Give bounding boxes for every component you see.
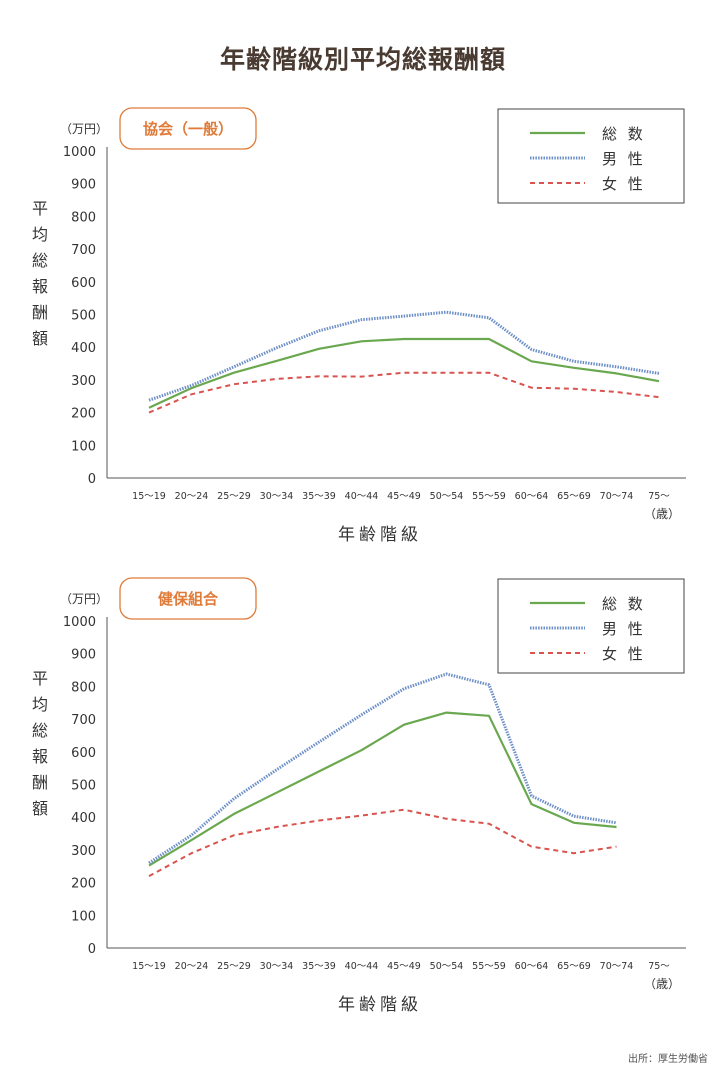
y-unit-label: （万円）	[60, 122, 108, 136]
y-tick-label: 600	[71, 276, 96, 291]
y-axis-title-char: 平	[32, 669, 48, 688]
page-title: 年齢階級別平均総報酬額	[219, 45, 506, 74]
y-tick-label: 500	[71, 779, 96, 794]
x-tick-label: 20～24	[175, 491, 209, 502]
y-axis-title-char: 額	[32, 329, 48, 348]
y-axis-title-char: 均	[32, 225, 48, 244]
y-tick-label: 400	[71, 341, 96, 356]
x-axis-title: 年齢階級	[338, 525, 422, 545]
y-tick-label: 300	[71, 374, 96, 389]
y-tick-label: 500	[71, 309, 96, 324]
y-tick-label: 200	[71, 877, 96, 892]
x-tick-label: 65～69	[557, 491, 591, 502]
legend-label: 男 性	[602, 620, 646, 638]
x-axis-title: 年齢階級	[338, 995, 422, 1015]
x-tick-label: 75～	[648, 491, 670, 502]
x-tick-label: 50～54	[430, 961, 464, 972]
x-unit-label: （歳）	[644, 977, 680, 991]
x-tick-label: 25～29	[217, 961, 251, 972]
chart-kenpo: （万円） 0 100 200 300 400 500 600 700 800 900 1000 15～1…	[32, 577, 686, 1015]
y-tick-label: 100	[71, 909, 96, 924]
y-tick-label: 900	[71, 648, 96, 663]
y-tick-label: 1000	[63, 145, 96, 160]
y-tick-label: 900	[71, 178, 96, 193]
x-tick-label: 50～54	[430, 491, 464, 502]
x-tick-label: 55～59	[472, 961, 506, 972]
y-tick-label: 800	[71, 680, 96, 695]
x-tick-label: 60～64	[515, 491, 549, 502]
y-tick-label: 0	[88, 942, 96, 957]
y-axis-title-char: 額	[32, 799, 48, 818]
x-tick-label: 15～19	[132, 961, 166, 972]
badge-label: 協会（一般）	[143, 120, 233, 138]
x-tick-label: 40～44	[345, 491, 379, 502]
y-axis-title-char: 総	[32, 721, 48, 740]
chart-kyokai: （万円） 0 100 200 300 400 500 600 700 800 900 1000 15～1…	[32, 107, 686, 545]
x-tick-label: 65～69	[557, 961, 591, 972]
x-tick-label: 25～29	[217, 491, 251, 502]
y-axis-title: 平均総報酬額	[32, 199, 48, 348]
series-line-male	[148, 310, 660, 402]
y-tick-label: 200	[71, 407, 96, 422]
x-tick-label: 35～39	[302, 961, 336, 972]
x-tick-label: 15～19	[132, 491, 166, 502]
y-axis-title-char: 報	[32, 277, 48, 296]
x-tick-label: 45～49	[387, 961, 421, 972]
x-tick-label: 45～49	[387, 491, 421, 502]
x-tick-label: 70～74	[600, 961, 634, 972]
y-axis-title-char: 総	[32, 251, 48, 270]
y-tick-label: 300	[71, 844, 96, 859]
y-tick-label: 700	[71, 243, 96, 258]
legend-box	[497, 578, 685, 674]
y-axis-title-char: 均	[32, 695, 48, 714]
y-axis-title-char: 酬	[32, 773, 48, 792]
legend-label: 男 性	[602, 150, 646, 168]
y-tick-label: 400	[71, 811, 96, 826]
x-tick-label: 75～	[648, 961, 670, 972]
series-line-total	[148, 337, 660, 409]
legend-label: 総 数	[602, 125, 646, 143]
x-tick-label: 35～39	[302, 491, 336, 502]
y-unit-label: （万円）	[60, 592, 108, 606]
x-tick-label: 60～64	[515, 961, 549, 972]
legend-label: 女 性	[602, 175, 646, 193]
y-axis-title-char: 酬	[32, 303, 48, 322]
y-tick-label: 800	[71, 210, 96, 225]
y-tick-label: 100	[71, 439, 96, 454]
x-unit-label: （歳）	[644, 507, 680, 521]
y-tick-label: 700	[71, 713, 96, 728]
y-tick-label: 600	[71, 746, 96, 761]
series-line-total	[148, 711, 617, 867]
legend-label: 総 数	[602, 595, 646, 613]
badge-frame	[119, 107, 257, 150]
badge-label: 健保組合	[158, 590, 219, 608]
y-tick-label: 1000	[63, 615, 96, 630]
y-axis-title-char: 平	[32, 199, 48, 218]
series-line-female	[148, 808, 617, 877]
x-tick-label: 30～34	[260, 491, 294, 502]
badge-frame	[119, 577, 257, 620]
x-tick-label: 55～59	[472, 491, 506, 502]
y-axis-title: 平均総報酬額	[32, 669, 48, 818]
series-line-female	[148, 371, 660, 414]
legend-label: 女 性	[602, 645, 646, 663]
series-line-male	[148, 672, 617, 865]
y-tick-label: 0	[88, 472, 96, 487]
x-tick-label: 70～74	[600, 491, 634, 502]
y-axis-title-char: 報	[32, 747, 48, 766]
x-tick-label: 40～44	[345, 961, 379, 972]
source-note: 出所：厚生労働省	[628, 1054, 708, 1065]
legend-box	[497, 108, 685, 204]
x-tick-label: 20～24	[175, 961, 209, 972]
x-tick-label: 30～34	[260, 961, 294, 972]
